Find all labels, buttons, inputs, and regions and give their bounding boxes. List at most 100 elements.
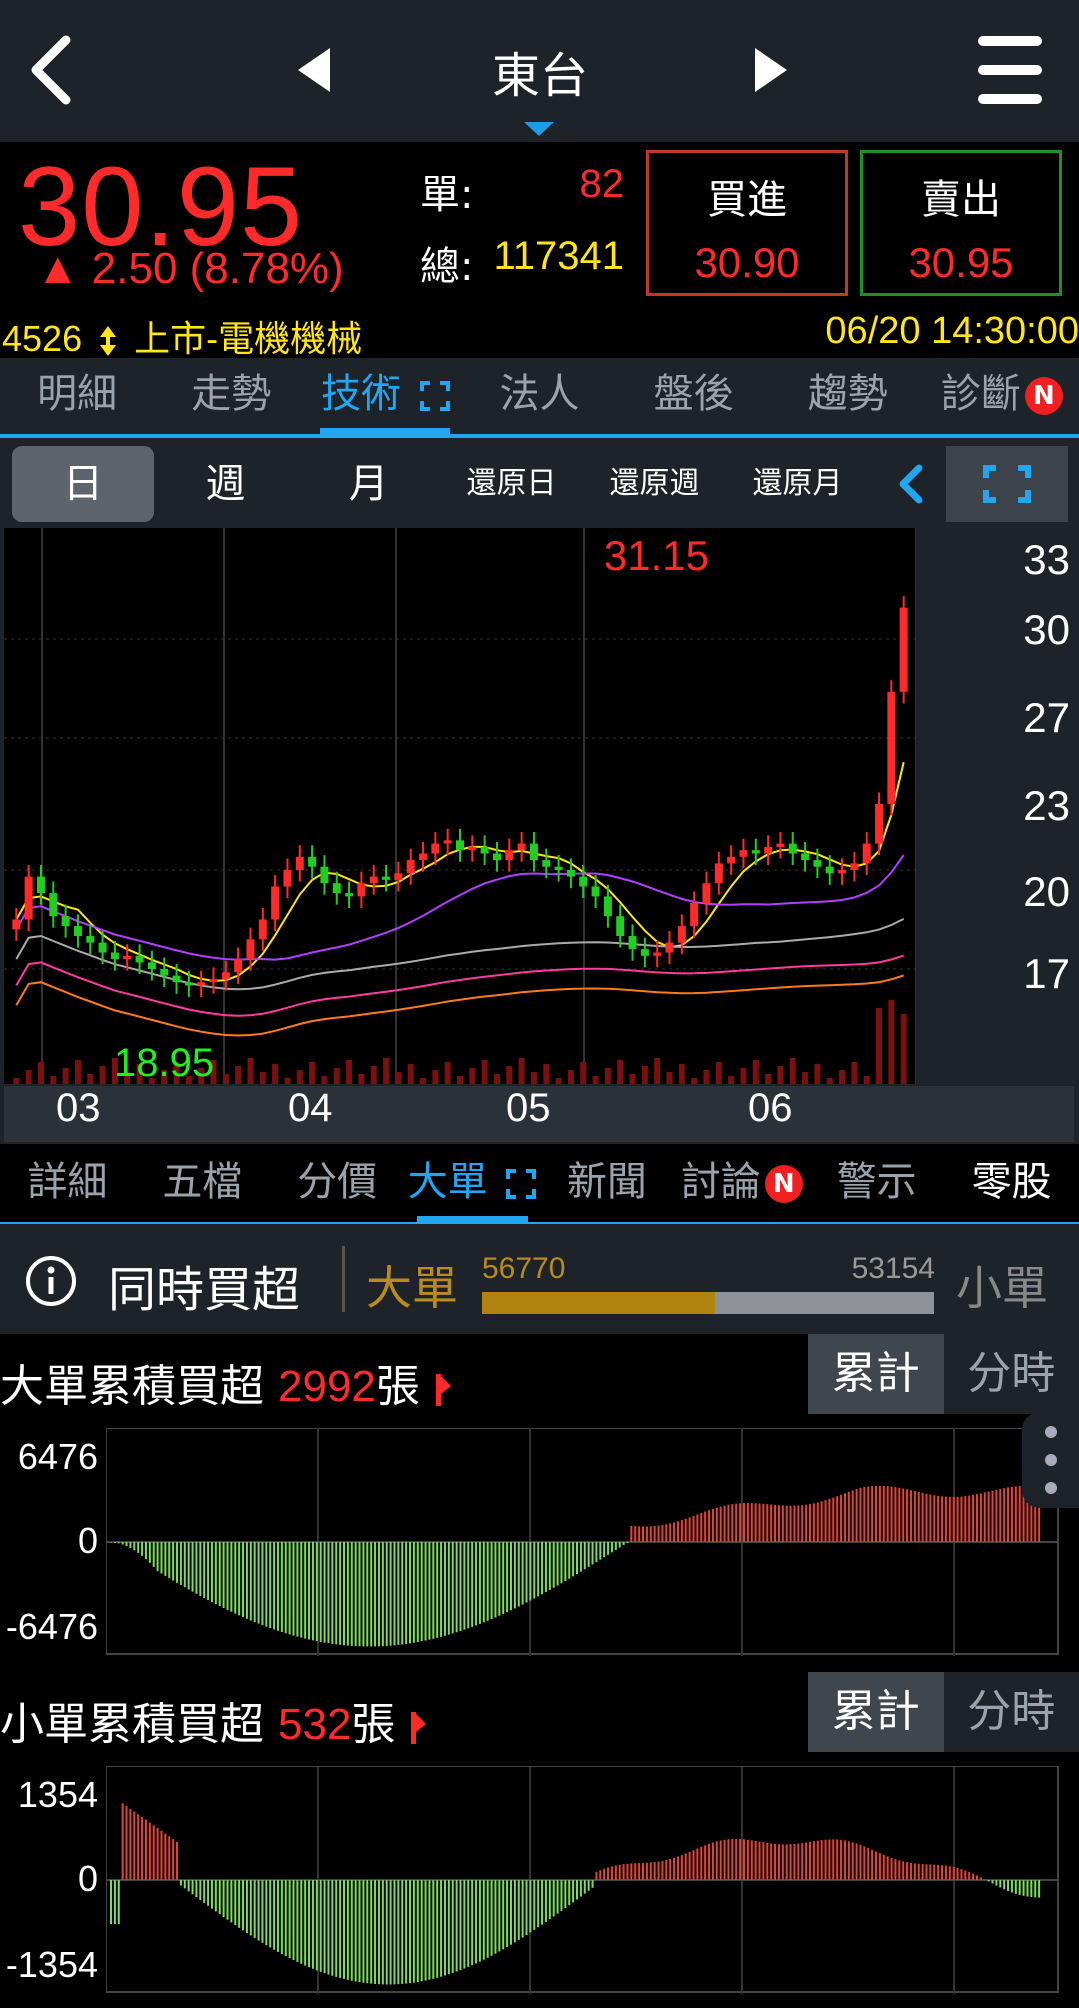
- data-bar: [886, 1856, 889, 1880]
- data-bar: [1022, 1485, 1025, 1542]
- period-month[interactable]: 月: [348, 461, 389, 507]
- subtab-news[interactable]: 新聞: [566, 1159, 647, 1205]
- subtab-odd-lot[interactable]: 零股: [971, 1159, 1052, 1205]
- scroll-left-icon[interactable]: [869, 446, 949, 522]
- tab-diagnosis[interactable]: 診斷 N: [925, 358, 1079, 434]
- data-bar: [506, 1880, 509, 1948]
- data-bar: [723, 1505, 726, 1542]
- data-bar: [339, 1880, 342, 1978]
- small-order-value: 53154: [851, 1252, 935, 1285]
- data-bar: [634, 1863, 637, 1880]
- volume-bar: [752, 1060, 759, 1084]
- subtab-detail[interactable]: 詳細: [27, 1159, 108, 1205]
- data-bar: [195, 1880, 198, 1898]
- candle-body: [480, 846, 489, 854]
- subtab-big-order[interactable]: 大單: [405, 1144, 540, 1222]
- data-bar: [117, 1880, 120, 1924]
- data-bar: [129, 1542, 132, 1548]
- candle-body: [628, 936, 637, 950]
- toggle-intraday[interactable]: 分時: [967, 1686, 1056, 1737]
- menu-icon[interactable]: [978, 36, 1042, 104]
- candle-body: [234, 959, 243, 973]
- period-adj-day[interactable]: 還原日: [466, 466, 557, 501]
- volume-bar: [358, 1074, 365, 1084]
- data-bar: [673, 1522, 676, 1542]
- candle-body: [838, 870, 847, 874]
- data-bar: [781, 1505, 784, 1542]
- data-bar: [471, 1880, 474, 1966]
- data-bar: [517, 1880, 520, 1940]
- data-bar: [739, 1503, 742, 1542]
- previous-stock-icon[interactable]: [290, 40, 340, 100]
- data-bar: [836, 1496, 839, 1542]
- data-bar: [684, 1518, 687, 1542]
- stock-title[interactable]: 東台: [491, 48, 588, 104]
- data-bar: [727, 1504, 730, 1542]
- data-bar: [440, 1542, 443, 1637]
- tab-institutional[interactable]: 法人: [499, 371, 580, 417]
- next-stock-icon[interactable]: [745, 40, 795, 100]
- tab-technical[interactable]: 技術: [308, 358, 462, 434]
- y-tick: 6476: [17, 1436, 98, 1477]
- data-bar: [210, 1542, 213, 1603]
- candle-body: [850, 863, 859, 870]
- period-adj-week[interactable]: 還原週: [609, 466, 700, 501]
- toggle-cumulative[interactable]: 累計: [808, 1672, 944, 1752]
- data-bar: [226, 1880, 229, 1920]
- back-icon[interactable]: [20, 30, 90, 110]
- data-bar: [230, 1880, 233, 1923]
- data-bar: [995, 1489, 998, 1542]
- data-bar: [968, 1871, 971, 1880]
- ma5-line: [15, 761, 905, 982]
- data-bar: [688, 1517, 691, 1542]
- data-bar: [156, 1542, 159, 1572]
- volume-bar: [407, 1064, 414, 1084]
- data-bar: [591, 1880, 594, 1888]
- data-bar: [494, 1542, 497, 1618]
- more-options-icon[interactable]: [1022, 1412, 1079, 1508]
- data-bar: [770, 1504, 773, 1542]
- volume-bar: [370, 1066, 377, 1084]
- subtab-price-volume[interactable]: 分價: [297, 1159, 378, 1205]
- tab-tendency[interactable]: 趨勢: [807, 371, 888, 417]
- candle-body: [579, 876, 588, 887]
- volume-bar: [161, 1070, 168, 1084]
- fullscreen-button[interactable]: [946, 446, 1068, 522]
- tab-detail[interactable]: 明細: [37, 371, 118, 417]
- data-bar: [374, 1542, 377, 1647]
- volume-bar: [814, 1064, 821, 1084]
- tab-trend[interactable]: 走勢: [191, 371, 272, 417]
- big-order-value: 56770: [482, 1252, 566, 1285]
- period-adj-month[interactable]: 還原月: [752, 466, 843, 501]
- candle-body: [875, 804, 884, 844]
- candle-body: [764, 846, 773, 854]
- sell-button[interactable]: 賣出 30.95: [860, 150, 1062, 296]
- big-order-chart[interactable]: [106, 1428, 1062, 1656]
- tab-after-hours[interactable]: 盤後: [653, 371, 734, 417]
- y-tick: 1354: [17, 1774, 98, 1815]
- data-bar: [758, 1503, 761, 1542]
- period-day[interactable]: 日: [12, 446, 154, 522]
- info-icon[interactable]: [24, 1254, 78, 1308]
- data-bar: [207, 1542, 210, 1601]
- volume-bar: [530, 1072, 537, 1084]
- candle-body: [665, 942, 674, 953]
- title-dropdown-icon[interactable]: [524, 122, 554, 136]
- data-bar: [692, 1515, 695, 1542]
- subtab-discussion[interactable]: 討論 N: [674, 1144, 809, 1222]
- period-week[interactable]: 週: [205, 461, 246, 507]
- subtab-five-levels[interactable]: 五檔: [162, 1159, 243, 1205]
- data-bar: [203, 1880, 206, 1903]
- toggle-intraday[interactable]: 分時: [967, 1348, 1056, 1399]
- candle-body: [197, 982, 206, 986]
- data-bar: [377, 1542, 380, 1647]
- data-bar: [657, 1861, 660, 1880]
- subtab-alert[interactable]: 警示: [836, 1159, 917, 1205]
- candlestick-chart[interactable]: 31.15 18.95 33 30 27 23 20 17: [4, 528, 1074, 1085]
- toggle-cumulative[interactable]: 累計: [808, 1334, 944, 1414]
- data-bar: [832, 1497, 835, 1542]
- data-bar: [1010, 1486, 1013, 1542]
- buy-button[interactable]: 買進 30.90: [646, 150, 848, 296]
- data-bar: [898, 1860, 901, 1880]
- small-order-chart[interactable]: [106, 1766, 1062, 1994]
